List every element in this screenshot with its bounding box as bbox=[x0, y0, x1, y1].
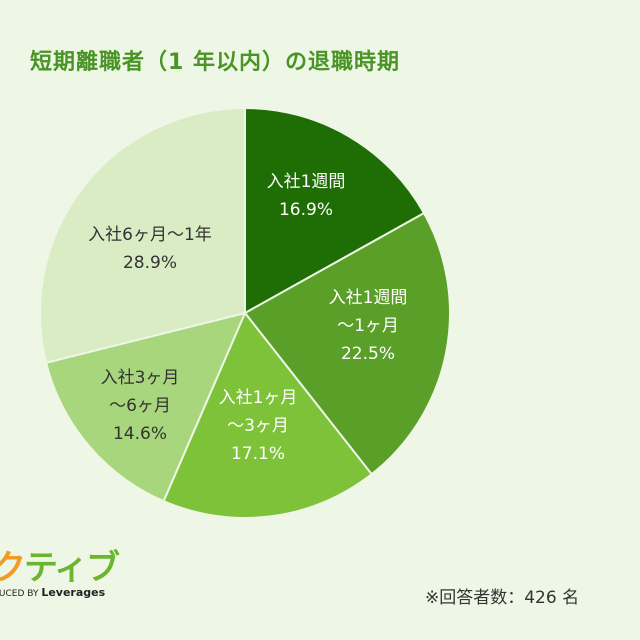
logo-byline: DUCED BY Leverages bbox=[0, 586, 106, 599]
slice-category-label: 入社1ヶ月 bbox=[219, 388, 298, 408]
pie-slice bbox=[162, 311, 374, 519]
slice-value-label: 14.6% bbox=[113, 424, 167, 444]
slice-value-label: 28.9% bbox=[123, 253, 177, 273]
logo-mark: クティブ bbox=[0, 548, 120, 588]
pie-slice bbox=[243, 211, 451, 476]
chart-title: 短期離職者（1 年以内）の退職時期 bbox=[30, 50, 400, 75]
slice-category-label: 入社1週間 bbox=[329, 288, 408, 308]
pie-slice bbox=[44, 311, 247, 503]
pie-slice bbox=[39, 106, 246, 364]
slice-category-label: 入社6ヶ月〜1年 bbox=[88, 225, 212, 245]
slice-category-label: 〜1ヶ月 bbox=[337, 316, 399, 336]
slice-value-label: 22.5% bbox=[341, 344, 395, 364]
slice-category-label: 入社3ヶ月 bbox=[101, 368, 180, 388]
slice-value-label: 16.9% bbox=[279, 200, 333, 220]
slice-category-label: 〜3ヶ月 bbox=[227, 416, 289, 436]
slice-category-label: 〜6ヶ月 bbox=[109, 396, 171, 416]
logo: クティブ DUCED BY Leverages bbox=[0, 548, 120, 599]
pie-slice bbox=[244, 106, 426, 315]
slice-category-label: 入社1週間 bbox=[267, 172, 346, 192]
respondent-note: ※回答者数：426 名 bbox=[425, 588, 580, 608]
slice-value-label: 17.1% bbox=[231, 444, 285, 464]
